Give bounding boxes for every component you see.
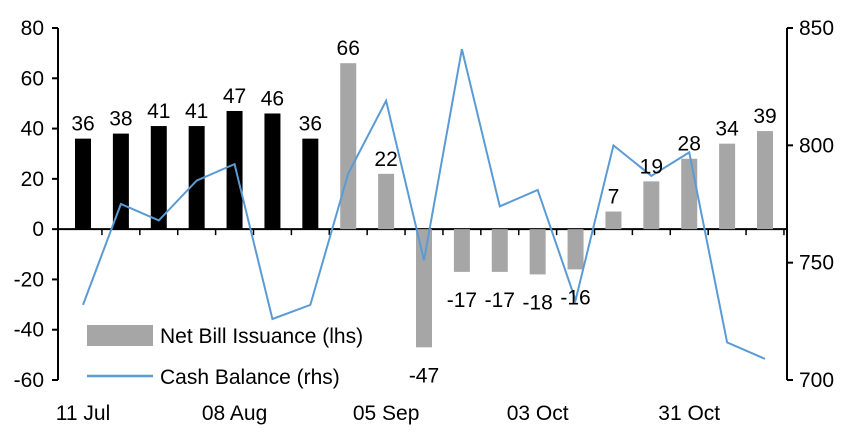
bar-net-bill-issuance <box>492 229 508 272</box>
bar-net-bill-issuance <box>454 229 470 272</box>
bar-net-bill-issuance <box>113 134 129 230</box>
bars <box>75 63 773 347</box>
left-axis-tick-label: 0 <box>32 218 44 241</box>
bar-data-label: -17 <box>447 289 477 312</box>
bar-net-bill-issuance <box>643 181 659 229</box>
bar-data-label: 36 <box>299 113 322 136</box>
bar-net-bill-issuance <box>681 159 697 229</box>
bar-net-bill-issuance <box>378 174 394 229</box>
left-axis-tick-label: -20 <box>14 268 44 291</box>
bar-data-label: 34 <box>715 118 739 141</box>
bar-data-label: -47 <box>409 364 439 387</box>
bar-net-bill-issuance <box>264 113 280 229</box>
bar-data-label: -17 <box>485 289 515 312</box>
left-axis-tick-label: -60 <box>14 369 44 392</box>
x-axis-tick-label: 08 Aug <box>202 402 267 425</box>
bar-data-label: 39 <box>753 105 776 128</box>
x-axis-tick-label: 03 Oct <box>507 402 569 425</box>
bar-net-bill-issuance <box>416 229 432 347</box>
bar-net-bill-issuance <box>302 139 318 230</box>
x-axis-tick-label: 11 Jul <box>56 402 110 425</box>
left-axis-tick-label: 40 <box>21 118 44 141</box>
bar-net-bill-issuance <box>530 229 546 274</box>
right-axis-tick-label: 750 <box>799 252 834 275</box>
bar-data-label: 47 <box>223 85 246 108</box>
bar-data-label: 7 <box>608 186 620 209</box>
bar-data-label: 36 <box>71 113 94 136</box>
bar-data-label: 19 <box>640 155 663 178</box>
bar-data-label: 28 <box>678 133 701 156</box>
bar-net-bill-issuance <box>757 131 773 229</box>
left-axis-tick-label: 60 <box>21 67 44 90</box>
bar-data-label: 41 <box>147 100 170 123</box>
left-axis-tick-label: -40 <box>14 319 44 342</box>
legend: Net Bill Issuance (lhs) Cash Balance (rh… <box>87 325 363 389</box>
bar-net-bill-issuance <box>227 111 243 229</box>
bar-data-label: 66 <box>337 37 360 60</box>
bar-net-bill-issuance <box>568 229 584 269</box>
x-axis-tick-label: 31 Oct <box>658 402 720 425</box>
bar-net-bill-issuance <box>340 63 356 229</box>
bar-data-label: 46 <box>261 87 284 110</box>
bar-net-bill-issuance <box>719 144 735 229</box>
legend-swatch-net-bill-issuance <box>87 325 153 346</box>
bar-data-label: 22 <box>374 148 397 171</box>
right-axis-tick-label: 700 <box>799 369 834 392</box>
left-axis-tick-label: 20 <box>21 168 44 191</box>
bar-net-bill-issuance <box>605 212 621 230</box>
bar-data-label: -16 <box>560 286 590 309</box>
left-axis-tick-label: 80 <box>21 17 44 40</box>
right-axis-tick-label: 800 <box>799 134 834 157</box>
bar-data-label: -18 <box>522 291 552 314</box>
bar-data-label: 38 <box>109 108 132 131</box>
right-axis-tick-label: 850 <box>799 17 834 40</box>
bar-data-label: 41 <box>185 100 208 123</box>
legend-label-cash-balance: Cash Balance (rhs) <box>160 366 340 389</box>
x-axis-tick-label: 05 Sep <box>353 402 420 425</box>
bar-net-bill-issuance <box>75 139 91 230</box>
legend-label-net-bill-issuance: Net Bill Issuance (lhs) <box>160 325 363 348</box>
